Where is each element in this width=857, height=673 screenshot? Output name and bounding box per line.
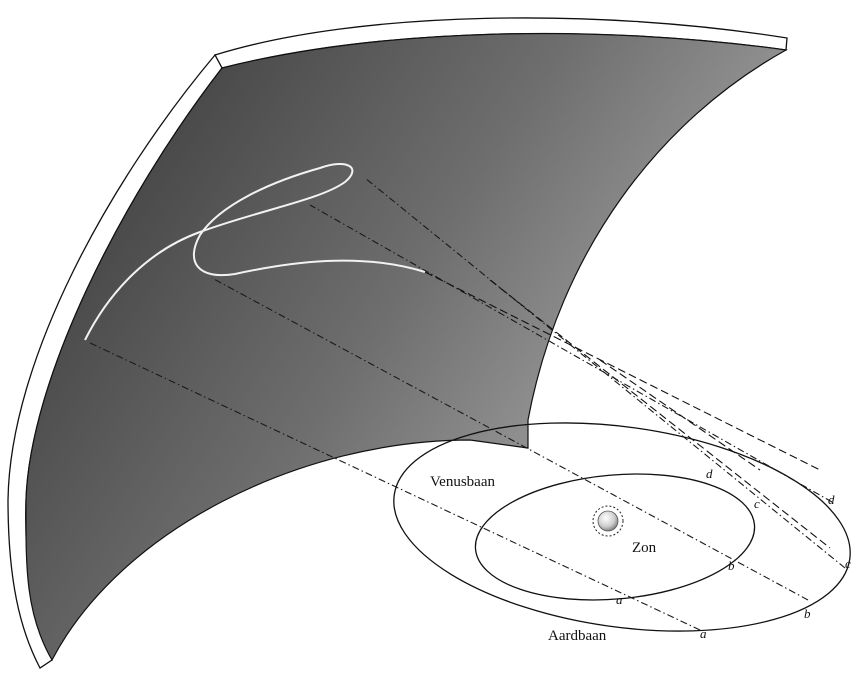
sight-line-d	[309, 204, 833, 503]
retrograde-path	[84, 163, 426, 341]
sight-line-g	[599, 359, 761, 471]
sun-corona	[592, 505, 624, 537]
venus-orbit	[474, 473, 756, 601]
celestial-sphere	[7, 17, 788, 669]
earth-position-d: d	[828, 492, 835, 507]
venus-orbit-label: Venusbaan	[430, 474, 495, 490]
earth-position-b: b	[804, 606, 811, 621]
venus-position-a: a	[616, 592, 623, 607]
sight-lines	[87, 177, 846, 631]
sight-line-b	[211, 277, 809, 601]
earth-position-a: a	[700, 626, 707, 641]
venus-position-b: b	[728, 558, 735, 573]
sun-label: Zon	[632, 540, 657, 556]
sight-line-e	[424, 271, 821, 471]
venus-position-d: d	[706, 466, 713, 481]
sight-line-f	[489, 279, 831, 549]
sky-sheet	[25, 32, 788, 662]
venus-position-c: c	[754, 496, 760, 511]
orbits	[393, 422, 851, 632]
earth-orbit-label: Aardbaan	[548, 628, 607, 644]
earth-position-c: c	[845, 556, 851, 571]
earth-orbit	[393, 422, 851, 632]
sight-line-a	[87, 341, 701, 631]
sun	[592, 505, 624, 537]
sun-icon	[597, 510, 619, 532]
